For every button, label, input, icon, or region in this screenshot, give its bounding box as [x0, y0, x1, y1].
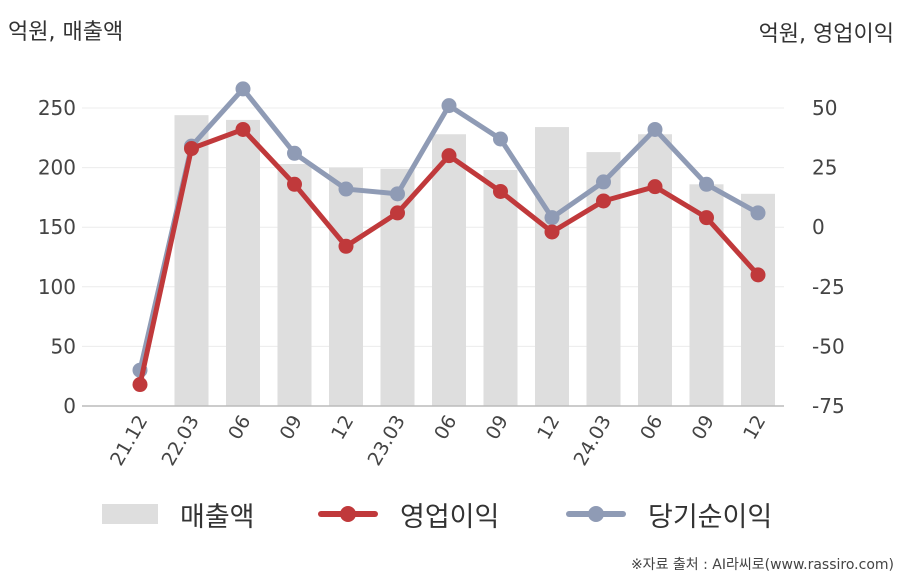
legend-label-sales: 매출액: [180, 501, 255, 533]
x-tick-label: 09: [482, 412, 513, 444]
legend-item-net: 당기순이익: [566, 494, 772, 534]
op-point: [184, 141, 199, 157]
right-tick-label: -50: [812, 334, 845, 358]
sales-bar: [174, 115, 209, 406]
left-tick-label: 100: [38, 275, 76, 299]
op-point: [390, 205, 405, 221]
net-point: [235, 81, 251, 97]
op-point: [287, 176, 302, 192]
legend-item-sales: 매출액: [102, 494, 255, 534]
legend-swatch-net: [566, 504, 626, 524]
net-point: [699, 176, 714, 192]
op-point: [338, 238, 354, 254]
op-point: [441, 148, 457, 164]
legend-label-op: 영업이익: [400, 501, 500, 533]
sales-bar: [432, 134, 466, 406]
net-point: [338, 181, 354, 197]
right-tick-label: -25: [812, 275, 845, 299]
left-tick-label: 250: [38, 96, 76, 120]
legend-swatch-op: [318, 504, 378, 524]
net-point: [647, 121, 663, 137]
x-tick-label: 12: [739, 412, 770, 444]
profit-lines: [132, 81, 766, 393]
legend-item-op: 영업이익: [318, 494, 499, 534]
sales-bar: [380, 168, 415, 406]
right-tick-label: 0: [812, 215, 825, 239]
x-tick-label: 24.03: [570, 412, 616, 470]
op-point: [493, 183, 508, 199]
net-point: [390, 186, 405, 202]
source-note: ※자료 출처 : AI라씨로(www.rassiro.com): [630, 557, 894, 573]
x-tick-label: 23.03: [364, 412, 410, 470]
net-point: [287, 145, 302, 161]
right-tick-label: 25: [812, 156, 837, 180]
sales-bar: [329, 167, 363, 406]
legend-swatch-sales: [102, 504, 158, 524]
left-tick-label: 150: [38, 215, 76, 239]
op-point: [544, 224, 560, 240]
left-axis-unit: 억원, 매출액: [8, 20, 124, 45]
x-tick-label: 09: [688, 412, 719, 444]
sales-bars: [174, 115, 775, 407]
sales-bar: [277, 164, 312, 406]
op-point: [235, 121, 251, 137]
net-point: [493, 131, 508, 147]
x-tick-label: 06: [224, 412, 255, 444]
net-point: [596, 174, 611, 190]
op-point: [699, 210, 714, 226]
sales-bar: [535, 127, 569, 407]
combo-chart: 0 50 100 150 200 250 -75 -50 -25 0 25 50 21.12 22.03 0…: [38, 81, 845, 470]
net-point: [750, 205, 766, 221]
x-tick-label: 06: [430, 412, 461, 444]
right-tick-label: 50: [812, 96, 837, 120]
x-tick-label: 12: [327, 412, 358, 444]
x-tick-label: 22.03: [158, 412, 204, 470]
legend: 매출액 영업이익 당기순이익: [0, 494, 908, 534]
sales-bar: [638, 134, 672, 406]
x-tick-label: 09: [276, 412, 307, 444]
sales-bar: [226, 119, 260, 407]
left-tick-label: 50: [51, 334, 76, 358]
op-point: [647, 179, 663, 195]
legend-label-net: 당기순이익: [648, 501, 773, 533]
net-point: [441, 98, 457, 114]
op-point: [750, 267, 766, 283]
right-axis-unit: 억원, 영업이익: [758, 22, 894, 47]
left-tick-label: 0: [63, 394, 76, 418]
sales-bar: [483, 169, 518, 406]
sales-bar: [741, 193, 775, 406]
op-point: [596, 193, 611, 209]
right-tick-label: -75: [812, 394, 845, 418]
net-point: [544, 210, 560, 226]
left-tick-label: 200: [38, 156, 76, 180]
x-tick-label: 12: [533, 412, 564, 444]
op-point: [132, 377, 148, 393]
x-tick-label: 06: [636, 412, 667, 444]
x-tick-label: 21.12: [106, 412, 152, 470]
